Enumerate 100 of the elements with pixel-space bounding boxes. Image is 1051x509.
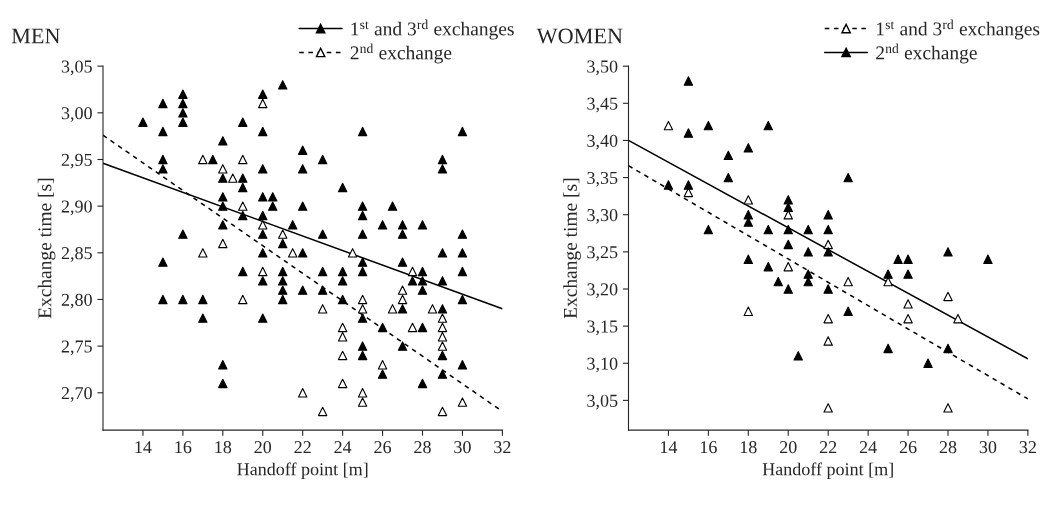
point [783, 239, 793, 250]
point [883, 269, 893, 279]
point [803, 224, 813, 235]
point [337, 332, 348, 342]
point [743, 143, 754, 153]
point [437, 313, 448, 323]
y-tick-label: 2,70 [61, 387, 92, 402]
y-tick-label: 2,80 [61, 293, 92, 309]
point [357, 397, 368, 407]
y-tick-label: 3,45 [587, 97, 618, 113]
point [198, 248, 208, 258]
point [258, 98, 268, 109]
point [238, 154, 248, 165]
point [258, 220, 268, 230]
point [923, 358, 933, 368]
x-tick-label: 32 [1019, 441, 1036, 454]
point [773, 276, 783, 287]
y-tick-label: 3,10 [587, 357, 618, 373]
x-tick-label: 14 [661, 441, 678, 454]
point [437, 341, 448, 351]
point [218, 164, 228, 174]
x-axis-title: Handoff point [m] [762, 462, 893, 480]
point [337, 322, 348, 333]
point [843, 306, 853, 316]
x-tick-label: 18 [215, 441, 232, 454]
y-tick-label: 3,30 [587, 208, 618, 224]
point [893, 254, 903, 264]
point [437, 406, 448, 417]
y-tick-label: 2,90 [61, 200, 92, 216]
point [317, 304, 328, 314]
x-tick-label: 22 [819, 441, 837, 454]
point [793, 351, 803, 361]
point [703, 120, 714, 131]
x-tick-label: 30 [979, 441, 997, 454]
x-tick-label: 18 [740, 441, 757, 454]
point [783, 261, 793, 272]
point [277, 229, 288, 239]
point [883, 343, 893, 354]
point [823, 403, 833, 413]
point [903, 269, 913, 279]
x-tick-label: 16 [700, 441, 717, 454]
point [983, 254, 993, 264]
point [238, 294, 248, 305]
point [357, 294, 368, 305]
y-tick-label: 3,40 [587, 134, 618, 150]
chart-title: WOMEN [536, 28, 623, 44]
point [803, 247, 813, 257]
point [843, 276, 853, 287]
point [198, 154, 208, 165]
point [823, 336, 833, 346]
point [337, 378, 348, 389]
point [903, 299, 913, 309]
point [803, 269, 813, 279]
point [337, 350, 348, 361]
x-tick-label: 24 [859, 441, 877, 454]
point [238, 201, 248, 211]
legend-label: 1$^{st}$ and 3$^{rd}$ exchanges [877, 19, 1040, 40]
point [397, 285, 408, 295]
x-tick-label: 14 [135, 441, 152, 454]
point [457, 397, 468, 407]
x-tick-label: 20 [780, 441, 797, 454]
point [377, 360, 388, 370]
point [357, 388, 368, 398]
point [387, 304, 398, 314]
point [407, 322, 418, 333]
point [903, 313, 913, 324]
point [943, 403, 953, 413]
point [723, 150, 734, 161]
x-tick-label: 28 [939, 441, 957, 454]
point [823, 313, 833, 324]
y-tick-label: 3,15 [587, 320, 618, 336]
point [397, 294, 408, 305]
point [823, 247, 833, 257]
point [437, 322, 448, 333]
point [663, 120, 674, 131]
point [903, 254, 913, 264]
point [823, 284, 833, 294]
point [357, 304, 368, 314]
y-tick-label: 3,50 [587, 60, 618, 76]
point [347, 248, 358, 258]
y-tick-label: 3,00 [61, 107, 92, 122]
point [703, 224, 714, 235]
point [287, 248, 298, 258]
point [297, 388, 308, 398]
point [763, 261, 774, 272]
point [943, 247, 953, 257]
legend-label: 2$^{nd}$ exchange [876, 43, 977, 64]
x-axis-title: Handoff point [m] [237, 462, 368, 480]
point [743, 195, 754, 205]
point [763, 224, 774, 235]
y-axis-title: Exchange time [s] [37, 178, 56, 319]
point [723, 172, 734, 183]
legend-label: 1$^{st}$ and 3$^{rd}$ exchanges [351, 19, 514, 40]
chart-title: MEN [11, 28, 61, 44]
x-tick-label: 28 [414, 441, 431, 454]
x-tick-label: 22 [294, 441, 311, 454]
point [843, 172, 853, 183]
point [437, 332, 448, 342]
point [228, 173, 238, 183]
x-tick-label: 24 [334, 441, 352, 454]
